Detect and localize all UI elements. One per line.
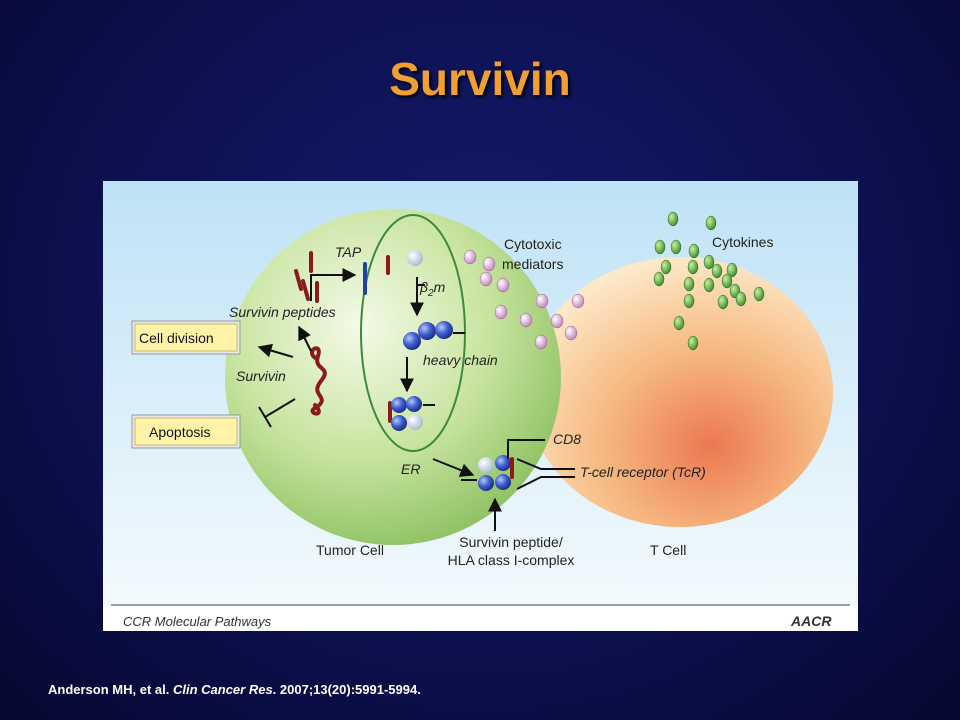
peptide-to-tap-arrow [310, 268, 357, 301]
survivin-label: Survivin [236, 368, 286, 384]
survivin-peptides-label: Survivin peptides [229, 304, 336, 320]
apoptosis-box: Apoptosis [131, 414, 241, 449]
survivin-peptide-bars [294, 251, 390, 303]
aacr-logo: AACR [790, 613, 832, 629]
complex-label-line2: HLA class I-complex [448, 552, 575, 568]
tcr-molecule [516, 458, 575, 490]
citation: Anderson MH, et al. Clin Cancer Res. 200… [48, 682, 421, 697]
survivin-protein-coil [309, 346, 327, 416]
heavy-chain-molecule [403, 321, 465, 350]
er-label: ER [401, 461, 420, 477]
cd8-molecule [507, 439, 545, 459]
survivin-pathway-figure: CCR Molecular Pathways AACR [103, 181, 858, 631]
footer-label: CCR Molecular Pathways [123, 614, 272, 629]
er-assembled-complex [388, 396, 435, 431]
citation-journal: Clin Cancer Res [172, 682, 273, 697]
beta2m-molecule [407, 250, 423, 266]
apoptosis-label: Apoptosis [149, 424, 210, 440]
cytotoxic-label-line2: mediators [502, 256, 563, 272]
cell-division-label: Cell division [139, 330, 214, 346]
er-to-surface-arrow [432, 458, 475, 477]
cd8-label: CD8 [553, 431, 581, 447]
heavy-chain-label: heavy chain [423, 352, 498, 368]
slide-title: Survivin [389, 53, 571, 105]
figure-footer-bar [103, 606, 858, 631]
survivin-inhibits-apoptosis [258, 398, 296, 428]
tcr-label: T-cell receptor (TcR) [580, 464, 706, 480]
cytokines-label: Cytokines [712, 234, 773, 250]
survivin-to-peptides-arrow [298, 325, 312, 352]
tap-label: TAP [335, 244, 362, 260]
survivin-to-division-arrow [257, 343, 294, 358]
tumor-cell-label: Tumor Cell [316, 542, 384, 558]
citation-authors: Anderson MH, et al. [48, 682, 173, 697]
citation-details: . 2007;13(20):5991-5994. [272, 682, 421, 697]
t-cell-label: T Cell [650, 542, 686, 558]
beta2m-label: β2m [419, 279, 446, 299]
cell-division-box: Cell division [131, 320, 241, 355]
cytotoxic-label-line1: Cytotoxic [504, 236, 562, 252]
t-cell [527, 257, 833, 527]
tumor-cell [225, 209, 561, 545]
cytotoxic-mediator-particles [463, 249, 585, 350]
cytokine-particles [653, 211, 765, 351]
complex-label-line1: Survivin peptide/ [459, 534, 563, 550]
